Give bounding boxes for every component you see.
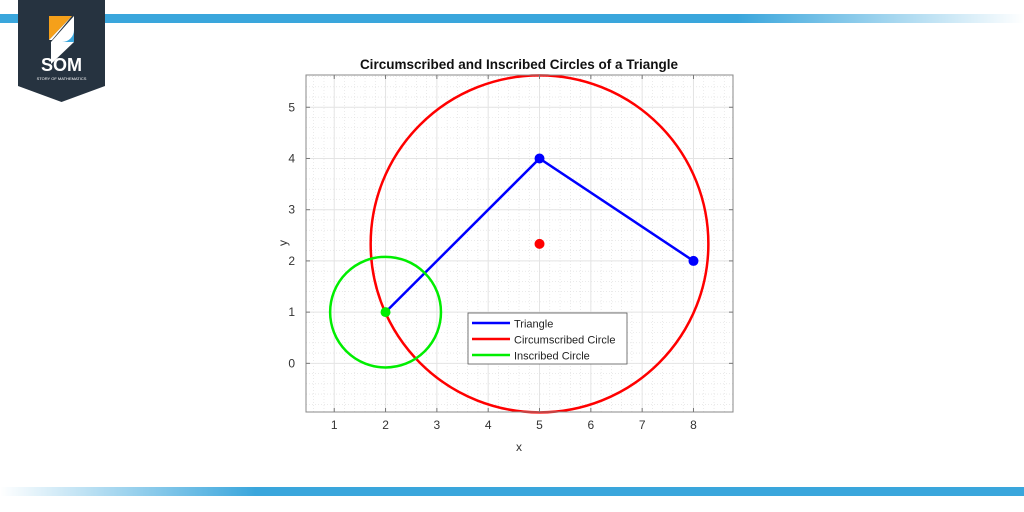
- x-tick-label: 7: [639, 418, 646, 432]
- som-logo: SOM STORY OF MATHEMATICS: [18, 0, 105, 102]
- legend-label-circumscribed: Circumscribed Circle: [514, 335, 615, 347]
- x-tick-label: 3: [434, 418, 441, 432]
- y-tick-label: 0: [288, 356, 295, 370]
- y-tick-label: 4: [288, 151, 295, 165]
- point-marker: [534, 153, 545, 164]
- x-tick-label: 4: [485, 418, 492, 432]
- legend-label-triangle: Triangle: [514, 319, 553, 331]
- x-axis-label: x: [516, 440, 522, 454]
- logo-blue-shape-icon: [62, 30, 74, 42]
- legend: Triangle Circumscribed Circle Inscribed …: [467, 312, 628, 365]
- top-decorative-band: [0, 14, 1024, 23]
- x-tick-label: 5: [536, 418, 543, 432]
- chart-title: Circumscribed and Inscribed Circles of a…: [360, 57, 679, 72]
- point-marker: [688, 255, 699, 266]
- bottom-decorative-band: [0, 487, 1024, 496]
- axes-box: [305, 74, 734, 413]
- x-tick-label: 1: [331, 418, 338, 432]
- logo-subtext: STORY OF MATHEMATICS: [37, 76, 87, 81]
- x-tick-label: 8: [690, 418, 697, 432]
- y-axis-label: y: [276, 240, 290, 246]
- y-tick-label: 3: [288, 203, 295, 217]
- y-tick-label: 1: [288, 305, 295, 319]
- y-tick-label: 2: [288, 254, 295, 268]
- x-tick-label: 2: [382, 418, 389, 432]
- ticks: 1 2 3 4 5 6 7 8 0 1 2 3 4 5: [288, 75, 733, 432]
- logo-text: SOM: [41, 55, 82, 75]
- point-marker: [380, 307, 391, 318]
- legend-label-inscribed: Inscribed Circle: [514, 351, 590, 363]
- point-marker: [534, 238, 545, 249]
- y-tick-label: 5: [288, 100, 295, 114]
- x-tick-label: 6: [587, 418, 594, 432]
- series-inscribed-circle: [328, 255, 443, 369]
